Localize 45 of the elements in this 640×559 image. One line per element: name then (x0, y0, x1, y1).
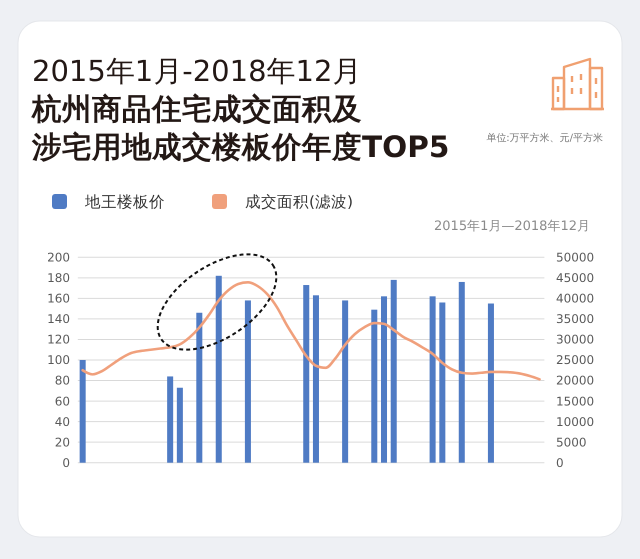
y2-tick-label: 40000 (556, 292, 594, 306)
legend-label: 成交面积(滤波) (245, 193, 354, 211)
legend-label: 地王楼板价 (84, 193, 165, 211)
y2-tick-label: 15000 (556, 394, 594, 408)
bar (216, 276, 222, 463)
bar (458, 282, 465, 463)
y2-tick-label: 50000 (556, 250, 594, 264)
y2-tick-label: 45000 (556, 271, 594, 286)
text: 2015年1月—2018年12月 (434, 219, 590, 234)
bar (380, 296, 388, 463)
bar (167, 376, 174, 463)
y-tick-label: 160 (47, 292, 70, 306)
bar (176, 388, 183, 463)
bar (303, 285, 310, 463)
bar (312, 295, 319, 463)
y-tick-label: 180 (47, 271, 70, 286)
y2-tick-label: 10000 (556, 414, 594, 429)
bar (342, 300, 348, 463)
y2-tick-label: 30000 (556, 332, 594, 347)
chart-subtitle: 2015年1月-2018年12月 (32, 54, 362, 88)
y-tick-label: 80 (54, 374, 70, 388)
y2-tick-label: 5000 (556, 435, 587, 450)
y2-tick-label: 35000 (556, 312, 594, 326)
y-tick-label: 200 (47, 250, 70, 264)
y-tick-label: 140 (47, 312, 70, 326)
text: 单位:万平方米、元/平方米 (486, 132, 603, 144)
bar (80, 360, 86, 463)
y2-tick-label: 20000 (556, 374, 594, 388)
bar (390, 280, 397, 463)
y-tick-label: 60 (54, 394, 70, 408)
bar (439, 302, 446, 463)
y-tick-label: 20 (54, 435, 70, 450)
bar (196, 312, 202, 463)
bar (244, 300, 251, 463)
bar (430, 296, 436, 463)
y-tick-label: 40 (54, 414, 70, 429)
y-tick-label: 100 (47, 353, 70, 368)
y-tick-label: 0 (62, 456, 70, 470)
y2-tick-label: 0 (556, 456, 564, 470)
y-tick-label: 120 (47, 332, 70, 347)
line-series (81, 281, 541, 381)
y2-tick-label: 25000 (556, 353, 594, 368)
chart-title: 杭州商品住宅成交面积及涉宅用地成交楼板价年度TOP5 (31, 92, 450, 164)
bar (371, 310, 378, 463)
bar (488, 304, 494, 463)
